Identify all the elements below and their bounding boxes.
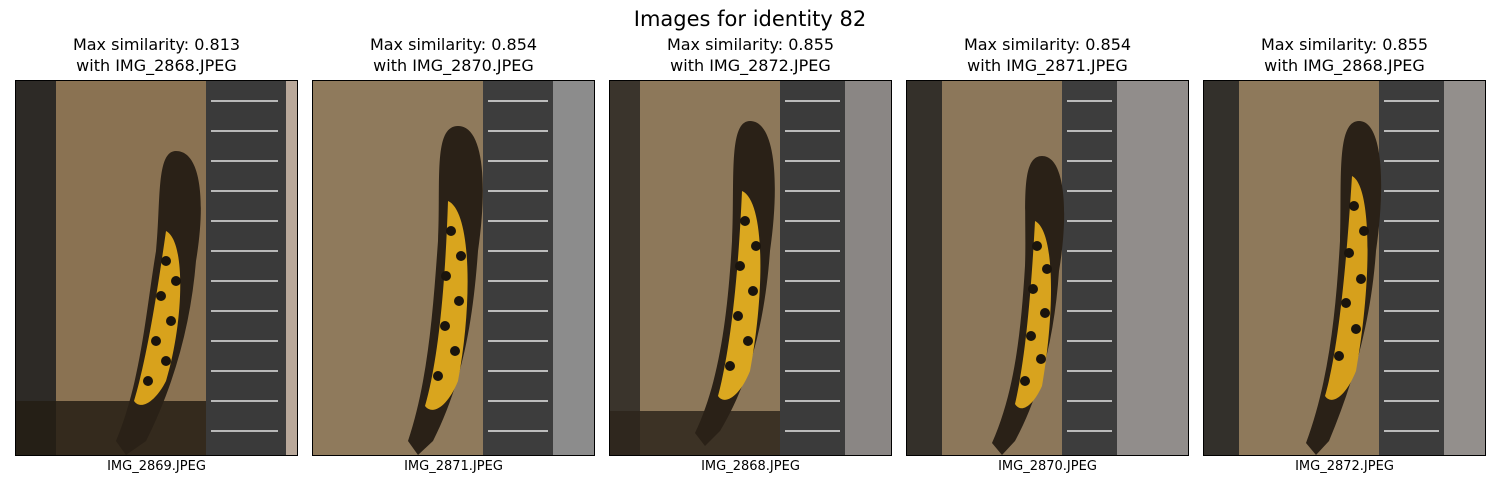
match-label: with IMG_2870.JPEG <box>373 56 534 75</box>
match-label: with IMG_2868.JPEG <box>1264 56 1425 75</box>
panel-1: Max similarity: 0.813 with IMG_2868.JPEG <box>15 34 298 475</box>
newt-photo <box>1203 80 1486 456</box>
panel-3: Max similarity: 0.855 with IMG_2872.JPEG <box>609 34 892 475</box>
match-label: with IMG_2872.JPEG <box>670 56 831 75</box>
panel-2: Max similarity: 0.854 with IMG_2870.JPEG <box>312 34 595 475</box>
panel-title: Max similarity: 0.855 with IMG_2868.JPEG <box>1203 34 1486 78</box>
similarity-label: Max similarity: 0.854 <box>369 35 538 54</box>
match-label: with IMG_2868.JPEG <box>76 56 237 75</box>
newt-photo <box>312 80 595 456</box>
match-label: with IMG_2871.JPEG <box>967 56 1128 75</box>
panel-title: Max similarity: 0.855 with IMG_2872.JPEG <box>609 34 892 78</box>
image-filename: IMG_2871.JPEG <box>404 459 503 474</box>
image-filename: IMG_2868.JPEG <box>701 459 800 474</box>
newt-photo <box>906 80 1189 456</box>
image-filename: IMG_2872.JPEG <box>1295 459 1394 474</box>
newt-photo <box>609 80 892 456</box>
panel-title: Max similarity: 0.854 with IMG_2870.JPEG <box>312 34 595 78</box>
panel-title: Max similarity: 0.813 with IMG_2868.JPEG <box>15 34 298 78</box>
similarity-label: Max similarity: 0.855 <box>1260 35 1429 54</box>
newt-photo <box>15 80 298 456</box>
figure-title: Images for identity 82 <box>633 7 867 31</box>
panel-4: Max similarity: 0.854 with IMG_2871.JPEG <box>906 34 1189 475</box>
image-filename: IMG_2869.JPEG <box>107 459 206 474</box>
similarity-label: Max similarity: 0.854 <box>963 35 1132 54</box>
panel-title: Max similarity: 0.854 with IMG_2871.JPEG <box>906 34 1189 78</box>
similarity-label: Max similarity: 0.855 <box>666 35 835 54</box>
image-filename: IMG_2870.JPEG <box>998 459 1097 474</box>
similarity-label: Max similarity: 0.813 <box>72 35 241 54</box>
panel-5: Max similarity: 0.855 with IMG_2868.JPEG <box>1203 34 1486 475</box>
